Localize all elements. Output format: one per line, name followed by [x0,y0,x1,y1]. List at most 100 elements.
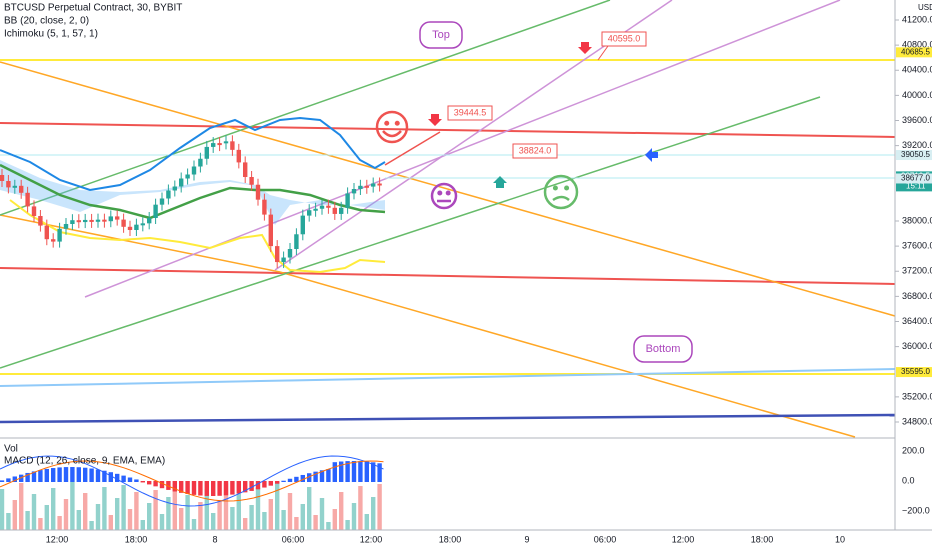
candle-body [115,216,120,220]
pane-label: Vol [4,444,18,455]
volume-bar [0,489,5,530]
candle-body [159,198,165,205]
volume-bar [147,503,152,530]
candle-body [121,219,126,227]
volume-bar [102,487,107,530]
candle-body [217,143,222,146]
candle-body [57,228,62,242]
target-text: 40595.0 [608,33,641,43]
macd-histogram [255,481,261,490]
time-label: 12:00 [672,534,695,544]
target-box [512,143,558,159]
price-tick-label: 40000.0 [902,90,932,100]
volume-bar [172,484,177,530]
emoji-face [543,174,579,210]
price-tick-label: 36400.0 [902,316,932,326]
trend-line [279,271,856,438]
macd-histogram [191,481,197,495]
candle-body [25,192,30,207]
macd-histogram [38,470,43,482]
volume-bar [300,504,305,530]
indicator-line [0,455,384,507]
volume-bar [249,505,254,530]
callout-text: Top [432,29,450,41]
candle-body [223,141,229,144]
trend-line [0,61,896,317]
volume-bar [211,513,216,530]
volume-bar [115,498,120,530]
macd-histogram [287,478,293,482]
indicator-line [0,116,386,192]
volume-bar [70,482,75,530]
symbol-title: BTCUSD Perpetual Contract, 30, BYBIT [4,3,182,14]
macd-histogram [108,472,113,482]
macd-histogram [166,481,171,490]
candle-body [275,246,280,263]
price-marker [896,150,932,161]
volume-bar [351,503,357,530]
macd-histogram [371,462,376,482]
candle-body [0,175,5,181]
volume-bar [339,492,344,530]
macd-histogram [294,476,299,482]
volume-bar [25,511,30,530]
drawings: Top Bottom 40595.0 39444.5 38824.0 [0,0,896,530]
candle-body [339,207,344,214]
emoji-mouth [552,195,570,202]
candle-body [243,162,248,177]
candle-body [364,185,369,188]
macd-histogram [185,481,190,494]
volume-bar [255,488,261,530]
price-marker [896,47,932,58]
macd-histogram [121,475,126,482]
price-tick-label: 41200.0 [902,14,932,24]
volume-bar [153,490,158,530]
time-label: 10 [835,534,845,544]
candle-body [83,219,88,223]
volume-bar [108,515,113,530]
macd-histogram [223,481,229,496]
volume-bar [345,520,350,530]
volume-bar [12,500,17,530]
macd-histogram [300,474,305,482]
macd-histogram [83,467,88,482]
volume-bar [223,483,229,530]
trend-line [0,413,896,424]
volume-bar [51,488,56,530]
macd-histogram [326,469,331,482]
macd-histogram [204,481,209,496]
volume-bar [294,517,299,530]
macd-histogram [44,468,49,482]
indicator-line [0,160,385,225]
volume-bar [6,513,11,530]
candle-body [255,184,261,200]
macd-histogram [19,474,24,482]
callout-text: Bottom [646,343,681,355]
candle-body [172,186,177,191]
volume-bar [191,519,197,530]
arrow [493,176,507,188]
time-label: 18:00 [125,534,148,544]
macd-histogram [358,461,363,482]
candle-body [140,223,145,226]
volume-bar [377,484,382,530]
emoji-eye [564,185,570,191]
volume-bar [236,494,241,530]
volume-bar [230,507,235,530]
volume-bar [358,486,363,530]
price-marker-label: 38677.0 [901,174,930,183]
candle-body [127,226,133,230]
price-tick-label: 34800.0 [902,416,932,426]
candle-body [44,225,49,240]
trend-line [0,0,611,216]
candle-body [147,218,152,224]
volume-bar [95,504,101,530]
time-label: 06:00 [282,534,305,544]
arrow [578,42,592,54]
trend-line [384,131,441,166]
time-label: 12:00 [46,534,69,544]
emoji-face [375,110,409,144]
pane-label: MACD (12, 26, close, 9, EMA, EMA) [4,456,165,467]
volume-bar [281,510,286,530]
time-label: 12:00 [360,534,383,544]
